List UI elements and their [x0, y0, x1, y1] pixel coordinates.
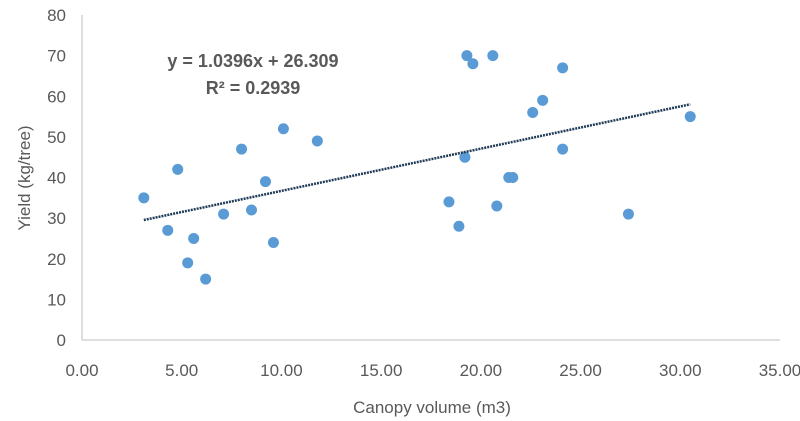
data-point	[684, 111, 696, 123]
y-tick-label: 30	[47, 209, 66, 228]
data-point	[537, 94, 549, 106]
y-tick-label: 60	[47, 87, 66, 106]
data-point	[467, 58, 479, 70]
x-axis-title: Canopy volume (m3)	[353, 398, 511, 417]
x-tick-label: 25.00	[559, 361, 602, 380]
data-point	[182, 257, 194, 269]
data-point	[267, 237, 279, 248]
data-point	[453, 220, 465, 232]
data-point	[527, 107, 539, 118]
x-tick-label: 10.00	[260, 361, 303, 380]
x-tick-label: 15.00	[360, 361, 403, 380]
data-point	[236, 143, 248, 155]
data-point	[188, 232, 200, 244]
y-tick-label: 40	[47, 169, 66, 188]
trendline	[143, 103, 691, 222]
data-point	[491, 200, 503, 212]
y-tick-label: 20	[47, 250, 66, 269]
y-tick-labels: 0 10 20 30 40 50 60 70 80	[47, 6, 66, 350]
data-point	[507, 172, 519, 183]
x-tick-label: 5.00	[165, 361, 198, 380]
y-tick-label: 80	[47, 6, 66, 25]
data-point	[487, 50, 499, 62]
trendline-equation: y = 1.0396x + 26.309	[167, 51, 338, 71]
data-point	[172, 163, 184, 175]
data-point	[162, 224, 174, 236]
x-tick-label: 30.00	[659, 361, 702, 380]
data-points	[138, 50, 696, 285]
data-point	[557, 62, 569, 74]
y-tick-label: 70	[47, 47, 66, 66]
data-point	[246, 204, 258, 216]
y-tick-label: 50	[47, 128, 66, 147]
y-tick-label: 0	[57, 331, 66, 350]
data-point	[138, 192, 150, 204]
data-point	[557, 143, 569, 155]
data-point	[218, 208, 230, 220]
data-point	[443, 196, 455, 208]
x-tick-labels: 0.00 5.00 10.00 15.00 20.00 25.00 30.00 35.00	[65, 361, 800, 380]
x-tick-label: 0.00	[65, 361, 98, 380]
data-point	[461, 50, 473, 62]
data-point	[277, 123, 289, 135]
data-point	[311, 135, 323, 147]
x-tick-label: 20.00	[460, 361, 503, 380]
trendline-r2: R² = 0.2939	[206, 78, 301, 98]
data-point	[459, 151, 471, 163]
y-axis-title: Yield (kg/tree)	[15, 125, 34, 230]
data-point	[259, 176, 271, 188]
y-tick-label: 10	[47, 290, 66, 309]
x-tick-label: 35.00	[759, 361, 800, 380]
data-point	[622, 208, 634, 220]
data-point	[200, 273, 212, 285]
